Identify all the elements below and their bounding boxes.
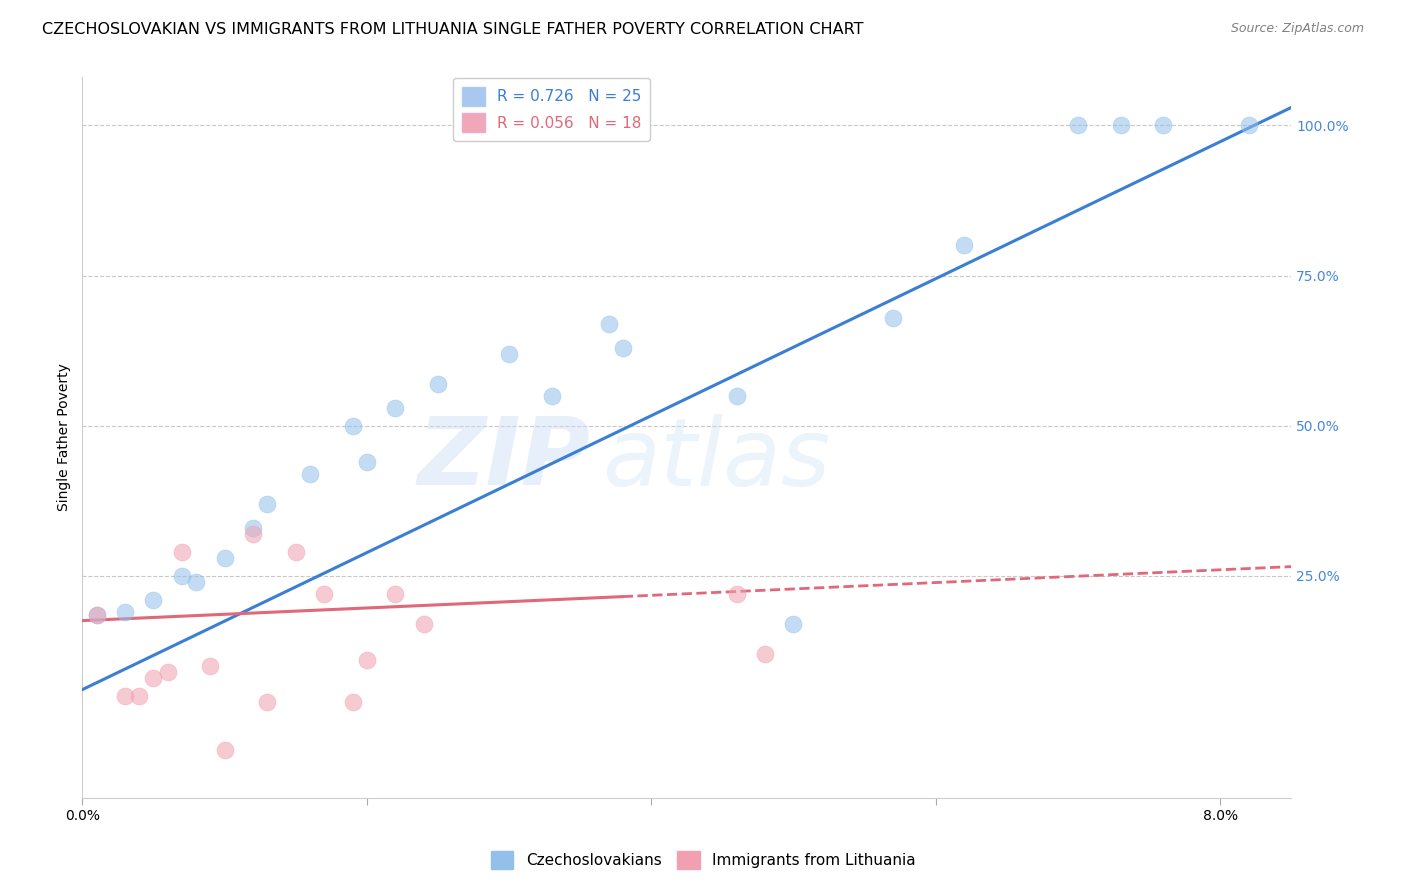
Point <box>242 526 264 541</box>
Point <box>314 586 336 600</box>
Point <box>242 520 264 534</box>
Text: atlas: atlas <box>602 414 831 505</box>
Point <box>86 607 108 622</box>
Point <box>384 586 406 600</box>
Point <box>128 689 150 703</box>
Point <box>356 652 378 666</box>
Point <box>612 341 634 355</box>
Point <box>754 647 776 661</box>
Point <box>356 454 378 468</box>
Text: ZIP: ZIP <box>418 413 591 505</box>
Point <box>1237 119 1260 133</box>
Point <box>498 346 520 360</box>
Point <box>256 695 278 709</box>
Point <box>426 376 449 391</box>
Y-axis label: Single Father Poverty: Single Father Poverty <box>58 364 72 511</box>
Point <box>725 388 748 402</box>
Point <box>1067 119 1090 133</box>
Point <box>156 665 179 679</box>
Point <box>184 574 207 589</box>
Point <box>170 568 193 582</box>
Point <box>725 586 748 600</box>
Point <box>953 238 976 252</box>
Point <box>114 689 136 703</box>
Text: Source: ZipAtlas.com: Source: ZipAtlas.com <box>1230 22 1364 36</box>
Point <box>384 401 406 415</box>
Point <box>412 616 434 631</box>
Point <box>200 658 222 673</box>
Point <box>284 544 307 558</box>
Point <box>86 607 108 622</box>
Legend: Czechoslovakians, Immigrants from Lithuania: Czechoslovakians, Immigrants from Lithua… <box>485 845 921 875</box>
Point <box>782 616 804 631</box>
Legend: R = 0.726   N = 25, R = 0.056   N = 18: R = 0.726 N = 25, R = 0.056 N = 18 <box>453 78 651 141</box>
Point <box>342 418 364 433</box>
Text: CZECHOSLOVAKIAN VS IMMIGRANTS FROM LITHUANIA SINGLE FATHER POVERTY CORRELATION C: CZECHOSLOVAKIAN VS IMMIGRANTS FROM LITHU… <box>42 22 863 37</box>
Point <box>882 310 904 325</box>
Point <box>540 388 562 402</box>
Point <box>342 695 364 709</box>
Point <box>214 550 236 565</box>
Point <box>214 742 236 756</box>
Point <box>1152 119 1174 133</box>
Point <box>142 671 165 685</box>
Point <box>114 605 136 619</box>
Point <box>1109 119 1132 133</box>
Point <box>142 592 165 607</box>
Point <box>598 317 620 331</box>
Point <box>256 497 278 511</box>
Point <box>170 544 193 558</box>
Point <box>298 467 321 481</box>
